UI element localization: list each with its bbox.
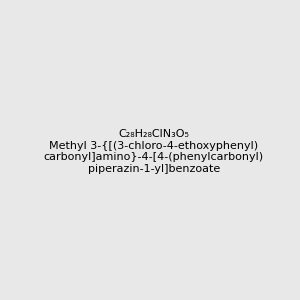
Text: C₂₈H₂₈ClN₃O₅
Methyl 3-{[(3-chloro-4-ethoxyphenyl)
carbonyl]amino}-4-[4-(phenylca: C₂₈H₂₈ClN₃O₅ Methyl 3-{[(3-chloro-4-etho… [44, 129, 264, 174]
